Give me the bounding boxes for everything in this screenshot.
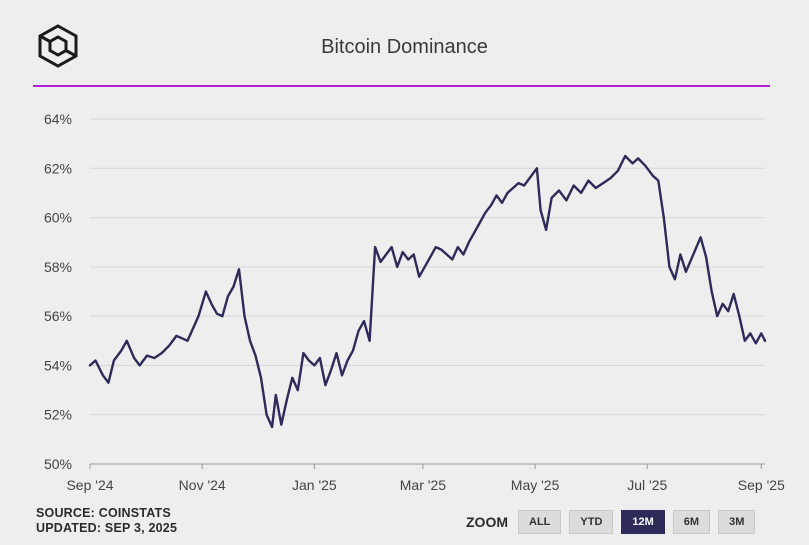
y-tick-label: 56%: [44, 308, 72, 324]
x-tick-label: Nov '24: [179, 477, 226, 493]
x-tick-label: Jul '25: [627, 477, 667, 493]
y-tick-label: 58%: [44, 259, 72, 275]
zoom-ytd-button[interactable]: YTD: [569, 510, 614, 534]
header-divider: [33, 85, 770, 87]
source-text: SOURCE: COINSTATS: [36, 506, 171, 520]
zoom-12m-button[interactable]: 12M: [621, 510, 665, 534]
y-tick-label: 54%: [44, 357, 72, 373]
updated-text: UPDATED: SEP 3, 2025: [36, 521, 178, 535]
zoom-label: ZOOM: [466, 514, 508, 530]
chart-source: SOURCE: COINSTATS UPDATED: SEP 3, 2025: [36, 506, 177, 536]
y-tick-label: 60%: [44, 210, 72, 226]
x-tick-label: May '25: [511, 477, 560, 493]
zoom-all-button[interactable]: ALL: [518, 510, 562, 534]
series-line: [88, 154, 767, 429]
x-tick-label: Sep '25: [738, 477, 785, 493]
x-tick-label: Jan '25: [292, 477, 337, 493]
y-tick-label: 50%: [44, 456, 72, 472]
x-tick-label: Mar '25: [400, 477, 446, 493]
y-tick-label: 62%: [44, 160, 72, 176]
zoom-6m-button[interactable]: 6M: [672, 510, 711, 534]
cube-logo-icon: [38, 24, 78, 68]
y-tick-label: 64%: [44, 111, 72, 127]
zoom-3m-button[interactable]: 3M: [718, 510, 756, 534]
page-title: Bitcoin Dominance: [321, 36, 488, 58]
y-tick-label: 52%: [44, 407, 72, 423]
zoom-controls: ZOOM ALL YTD 12M 6M 3M: [466, 510, 763, 534]
x-tick-label: Sep '24: [66, 477, 113, 493]
